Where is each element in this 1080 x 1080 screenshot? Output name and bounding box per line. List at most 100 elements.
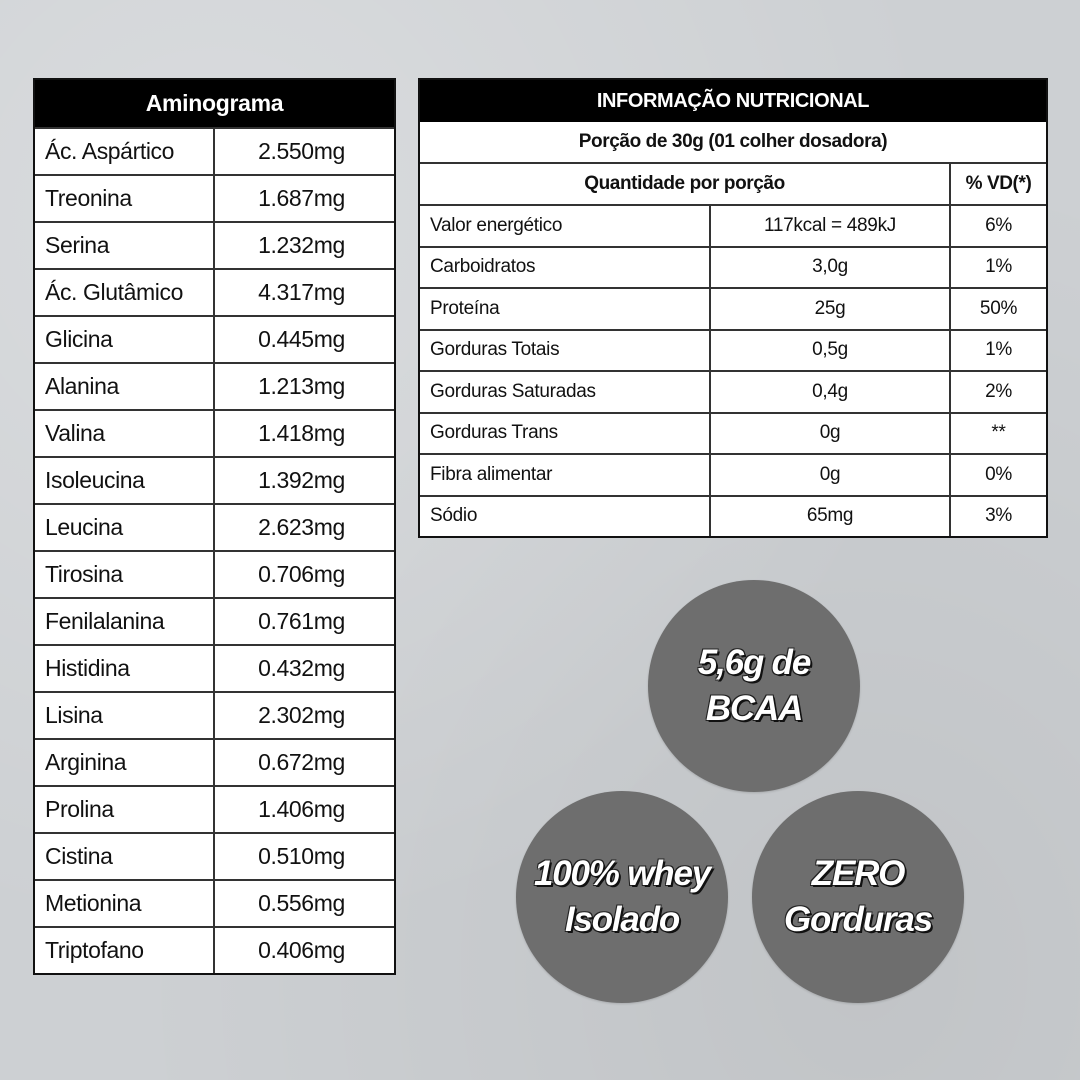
nutrient-amount: 3,0g: [711, 247, 951, 287]
amino-name: Cistina: [35, 834, 215, 879]
amino-value: 0.556mg: [258, 890, 345, 916]
amino-value: 4.317mg: [258, 279, 345, 305]
amino-name: Treonina: [35, 176, 215, 221]
nutrition-table: INFORMAÇÃO NUTRICIONAL Porção de 30g (01…: [418, 78, 1048, 538]
nutrient-vd: 50%: [979, 297, 1018, 319]
amino-name: Serina: [35, 223, 215, 268]
table-row: Prolina 1.406mg: [35, 785, 394, 832]
amino-value: 0.432mg: [258, 655, 345, 681]
nutrient-amount: 25g: [711, 289, 951, 329]
table-row: Gorduras Saturadas 0,4g 2%: [420, 370, 1046, 412]
amino-value: 0.445mg: [258, 326, 345, 352]
nutrient-name: Valor energético: [420, 206, 711, 246]
nutrient-name: Fibra alimentar: [420, 455, 711, 495]
amino-name: Histidina: [35, 646, 215, 691]
nutrient-vd: 1%: [985, 339, 1012, 361]
nutrient-amount: 0g: [711, 455, 951, 495]
amino-value: 1.392mg: [258, 467, 345, 493]
table-row: Triptofano 0.406mg: [35, 926, 394, 973]
amino-name: Glicina: [35, 317, 215, 362]
nutrient-name: Gorduras Totais: [420, 330, 711, 370]
quantity-header: Quantidade por porção: [420, 164, 951, 204]
table-row: Fibra alimentar 0g 0%: [420, 453, 1046, 495]
table-row: Gorduras Totais 0,5g 1%: [420, 328, 1046, 370]
amino-value: 0.510mg: [258, 843, 345, 869]
table-row: Serina 1.232mg: [35, 221, 394, 268]
nutrient-vd: 0%: [985, 463, 1012, 485]
amino-name: Ác. Glutâmico: [35, 270, 215, 315]
amino-value: 0.706mg: [258, 561, 345, 587]
amino-name: Ác. Aspártico: [35, 129, 215, 174]
table-row: Sódio 65mg 3%: [420, 494, 1046, 536]
nutrient-amount: 0,4g: [711, 372, 951, 412]
portion-label: Porção de 30g (01 colher dosadora): [578, 131, 888, 152]
nutrient-name: Sódio: [420, 496, 711, 536]
nutrition-title: INFORMAÇÃO NUTRICIONAL: [420, 80, 1046, 122]
amino-name: Arginina: [35, 740, 215, 785]
table-row: Ác. Glutâmico 4.317mg: [35, 268, 394, 315]
table-row: Isoleucina 1.392mg: [35, 456, 394, 503]
amino-value: 1.687mg: [258, 185, 345, 211]
amino-name: Prolina: [35, 787, 215, 832]
amino-name: Fenilalanina: [35, 599, 215, 644]
nutrient-amount: 0g: [711, 413, 951, 453]
nutrient-vd: 6%: [985, 214, 1012, 236]
nutrition-column-headers: Quantidade por porção % VD(*): [420, 162, 1046, 204]
whey-badge-line1: 100% whey: [534, 854, 711, 893]
whey-isolado-badge: 100% whey Isolado: [516, 791, 728, 1003]
amino-name: Leucina: [35, 505, 215, 550]
table-row: Tirosina 0.706mg: [35, 550, 394, 597]
nutrient-vd: **: [991, 422, 1006, 444]
amino-value: 2.302mg: [258, 702, 345, 728]
zero-badge-line1: ZERO: [811, 854, 906, 893]
nutrient-amount: 117kcal = 489kJ: [711, 206, 951, 246]
bcaa-badge-line2: BCAA: [705, 689, 804, 728]
nutrient-amount: 65mg: [711, 496, 951, 536]
table-row: Valor energético 117kcal = 489kJ 6%: [420, 204, 1046, 246]
amino-name: Triptofano: [35, 928, 215, 973]
amino-name: Tirosina: [35, 552, 215, 597]
nutrient-vd: 1%: [985, 256, 1012, 278]
bcaa-badge-line1: 5,6g de: [697, 643, 811, 682]
nutrient-vd: 3%: [985, 505, 1012, 527]
amino-value: 2.550mg: [258, 138, 345, 164]
amino-name: Lisina: [35, 693, 215, 738]
aminograma-title: Aminograma: [35, 80, 394, 127]
amino-value: 1.418mg: [258, 420, 345, 446]
nutrient-name: Gorduras Saturadas: [420, 372, 711, 412]
table-row: Leucina 2.623mg: [35, 503, 394, 550]
table-row: Ác. Aspártico 2.550mg: [35, 127, 394, 174]
table-row: Lisina 2.302mg: [35, 691, 394, 738]
nutrient-name: Proteína: [420, 289, 711, 329]
nutrient-amount: 0,5g: [711, 330, 951, 370]
table-row: Glicina 0.445mg: [35, 315, 394, 362]
amino-name: Metionina: [35, 881, 215, 926]
amino-value: 2.623mg: [258, 514, 345, 540]
amino-name: Valina: [35, 411, 215, 456]
amino-value: 0.761mg: [258, 608, 345, 634]
table-row: Gorduras Trans 0g **: [420, 411, 1046, 453]
vd-header: % VD(*): [965, 173, 1032, 194]
table-row: Histidina 0.432mg: [35, 644, 394, 691]
zero-badge-line2: Gorduras: [784, 900, 933, 939]
amino-name: Alanina: [35, 364, 215, 409]
amino-value: 0.406mg: [258, 937, 345, 963]
table-row: Carboidratos 3,0g 1%: [420, 245, 1046, 287]
table-row: Fenilalanina 0.761mg: [35, 597, 394, 644]
aminograma-table: Aminograma Ác. Aspártico 2.550mg Treonina…: [33, 78, 396, 975]
amino-value: 0.672mg: [258, 749, 345, 775]
table-row: Valina 1.418mg: [35, 409, 394, 456]
table-row: Proteína 25g 50%: [420, 287, 1046, 329]
nutrient-name: Gorduras Trans: [420, 413, 711, 453]
nutrient-vd: 2%: [985, 380, 1012, 402]
table-row: Metionina 0.556mg: [35, 879, 394, 926]
table-row: Alanina 1.213mg: [35, 362, 394, 409]
bcaa-badge: 5,6g de BCAA: [648, 580, 860, 792]
zero-gorduras-badge: ZERO Gorduras: [752, 791, 964, 1003]
amino-value: 1.232mg: [258, 232, 345, 258]
nutrient-name: Carboidratos: [420, 247, 711, 287]
amino-name: Isoleucina: [35, 458, 215, 503]
amino-value: 1.406mg: [258, 796, 345, 822]
amino-value: 1.213mg: [258, 373, 345, 399]
whey-badge-line2: Isolado: [564, 900, 680, 939]
